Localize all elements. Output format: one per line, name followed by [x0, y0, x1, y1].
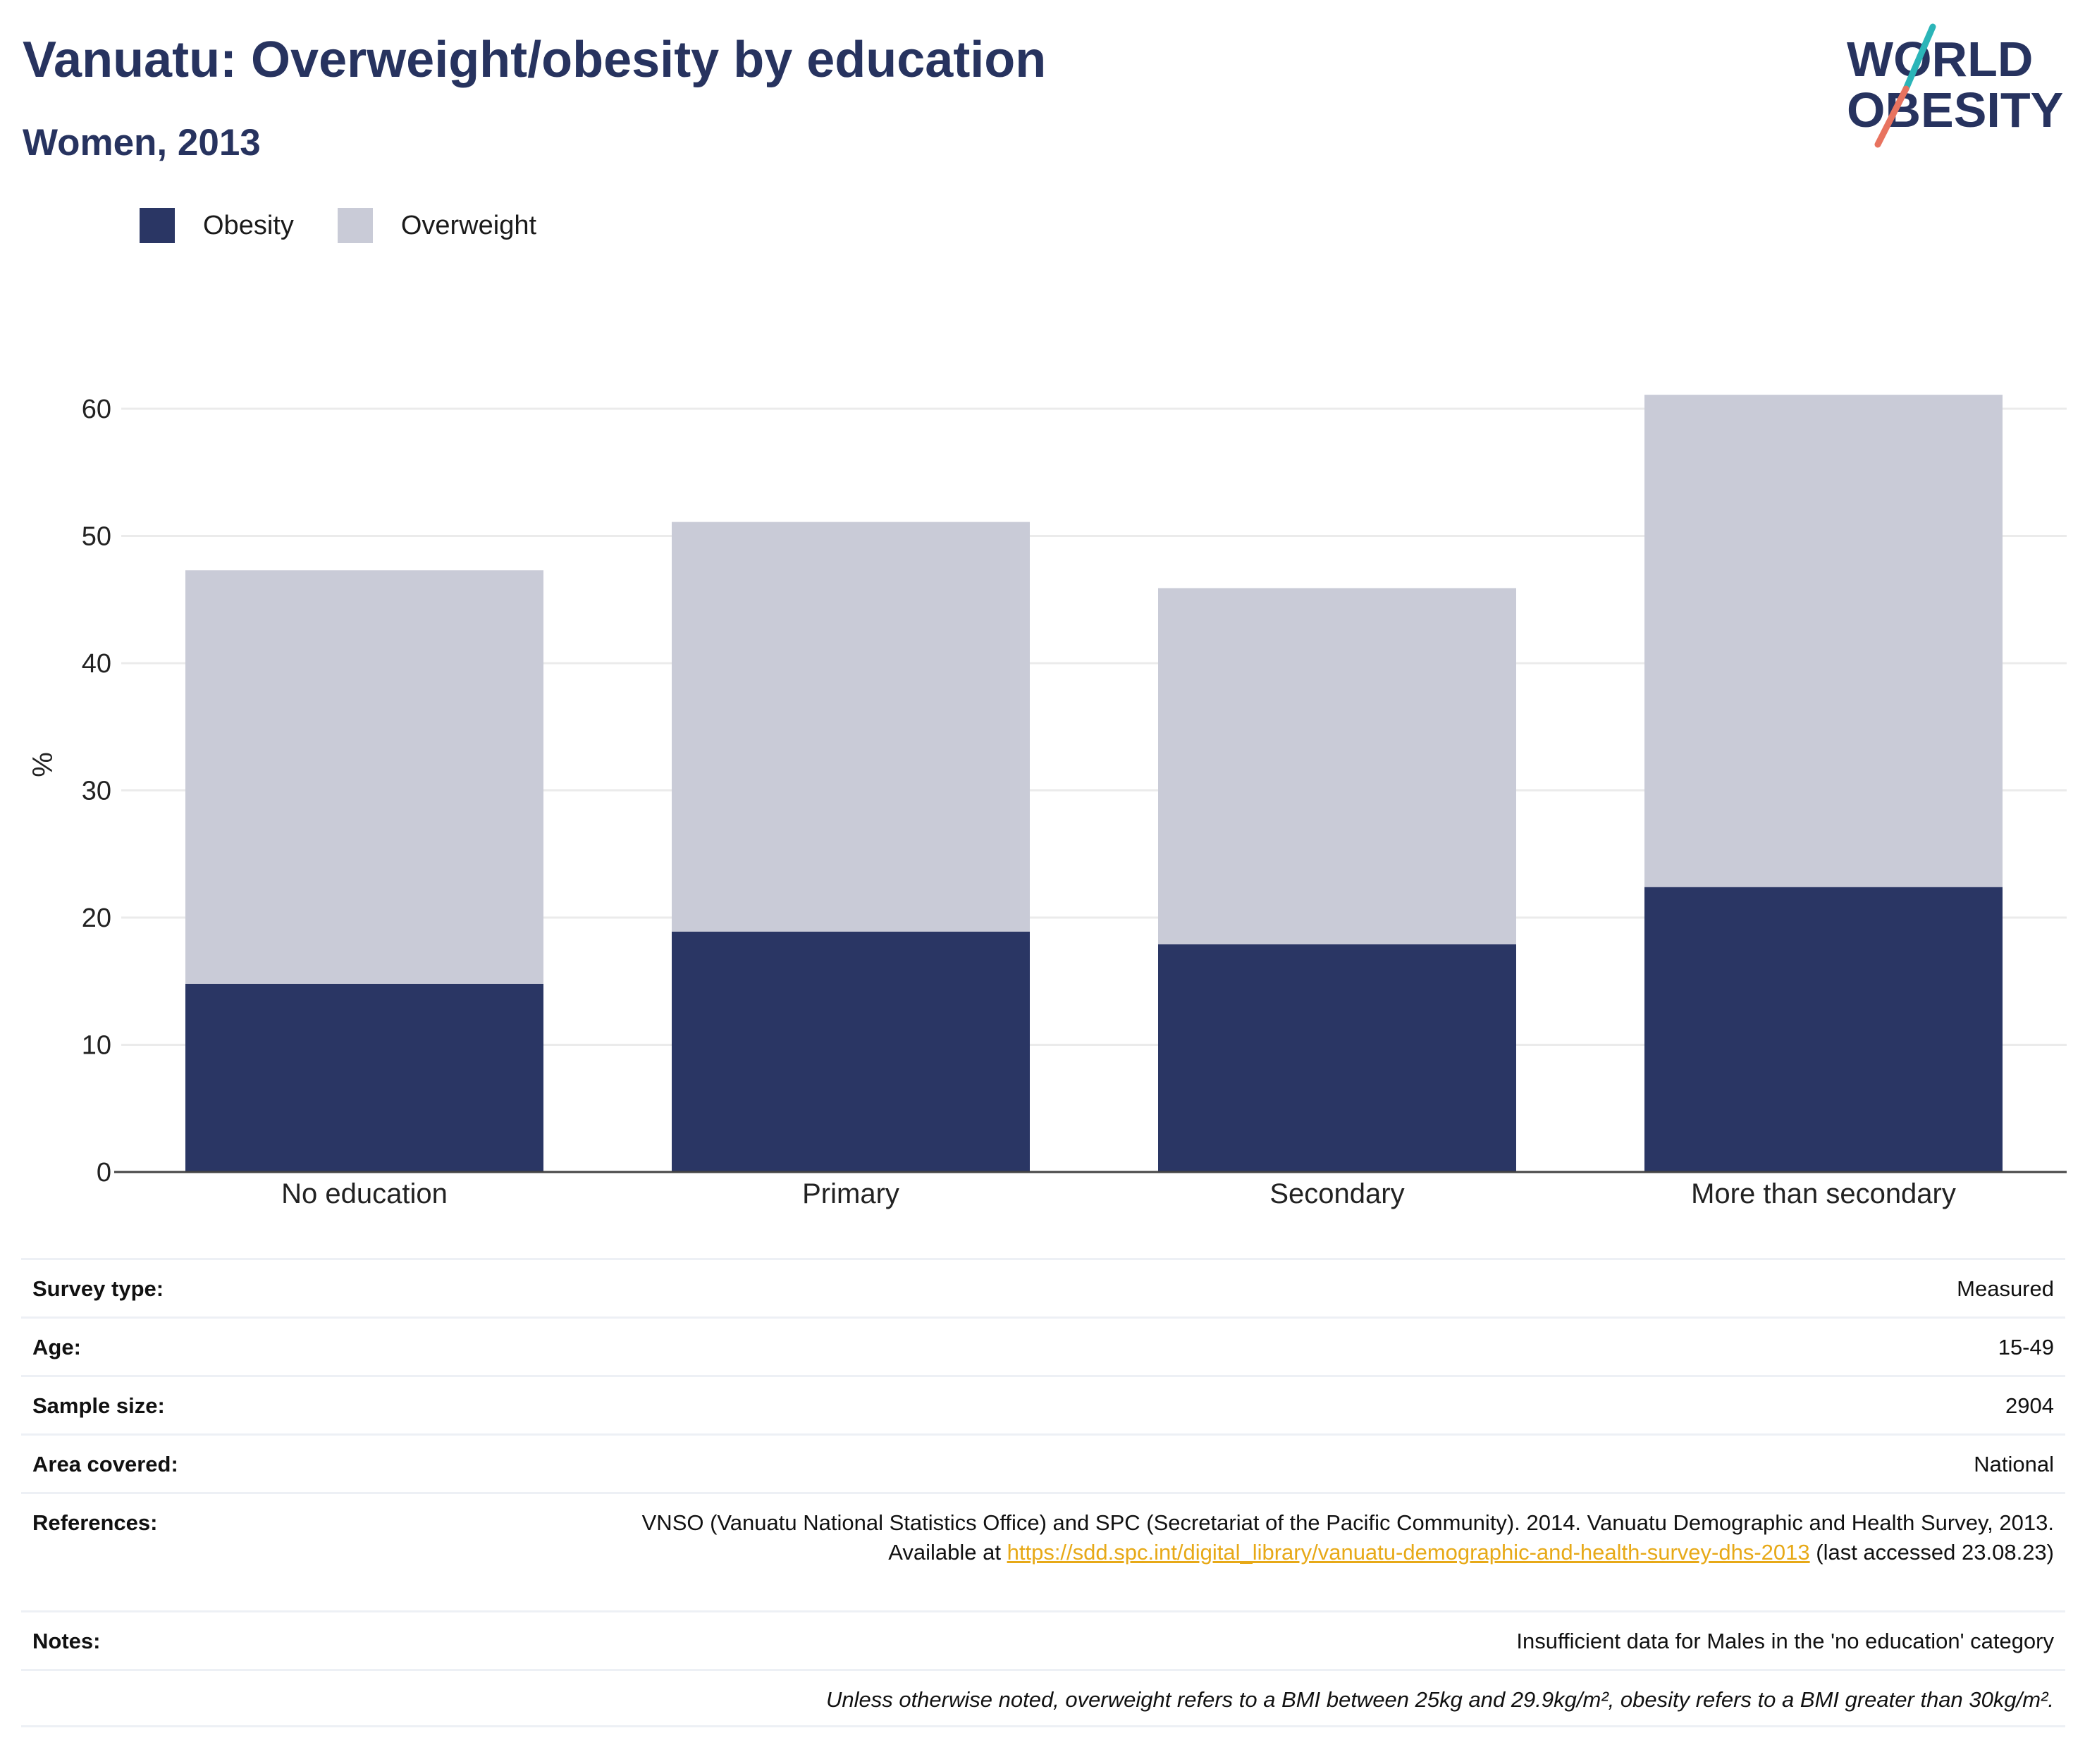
info-row-area-covered: Area covered: National [21, 1433, 2065, 1492]
info-value-notes: Insufficient data for Males in the 'no e… [1516, 1629, 2054, 1653]
info-row-survey-type: Survey type: Measured [21, 1258, 2065, 1316]
y-tick-label-60: 60 [82, 395, 111, 424]
reference-text: VNSO (Vanuatu National Statistics Office… [641, 1510, 2054, 1565]
x-tick-label-3: More than secondary [1691, 1178, 1956, 1209]
info-label-age: Age: [32, 1335, 81, 1359]
stacked-bar-chart: 0 10 20 30 40 50 60% No education Primary Seconda… [27, 395, 2067, 1209]
bar-overweight-1 [672, 522, 1030, 932]
info-value-age: 15-49 [1998, 1335, 2054, 1359]
y-tick-label-50: 50 [82, 522, 111, 552]
info-value-references: VNSO (Vanuatu National Statistics Office… [602, 1508, 2054, 1567]
y-tick-label-30: 30 [82, 777, 111, 806]
legend-label-obesity: Obesity [203, 210, 294, 240]
chart-legend: Obesity Overweight [140, 208, 580, 243]
legend-label-overweight: Overweight [400, 210, 537, 240]
chart-subtitle: Women, 2013 [23, 122, 261, 164]
x-tick-label-0: No education [281, 1178, 448, 1209]
y-tick-label-0: 0 [97, 1158, 111, 1188]
chart-title: Vanuatu: Overweight/obesity by education [23, 32, 1047, 88]
info-label-notes: Notes: [32, 1629, 101, 1653]
legend-item-obesity[interactable]: Obesity [140, 208, 294, 243]
reference-access-note: (last accessed 23.08.23) [1816, 1540, 2054, 1565]
info-label-area-covered: Area covered: [32, 1452, 178, 1476]
world-obesity-logo: WORLD OBESITY [1847, 23, 2063, 148]
x-tick-label-1: Primary [802, 1178, 899, 1209]
bar-obesity-0 [185, 983, 543, 1172]
info-value-sample-size: 2904 [2005, 1393, 2054, 1418]
y-tick-label-10: 10 [82, 1031, 111, 1061]
bmi-definition-footnote: Unless otherwise noted, overweight refer… [825, 1687, 2054, 1712]
y-tick-label-40: 40 [82, 649, 111, 679]
info-row-notes: Notes: Insufficient data for Males in th… [21, 1610, 2065, 1669]
info-label-references: References: [32, 1510, 158, 1535]
legend-item-overweight[interactable]: Overweight [337, 208, 537, 243]
bar-overweight-2 [1158, 588, 1516, 944]
reference-link[interactable]: https://sdd.spc.int/digital_library/vanu… [1007, 1540, 1810, 1565]
logo-line-1: WORLD [1847, 32, 2033, 87]
logo-slash-coral [1874, 85, 1909, 148]
legend-swatch-overweight [337, 208, 373, 243]
bar-overweight-0 [185, 570, 543, 984]
info-label-survey-type: Survey type: [32, 1276, 164, 1301]
bar-obesity-3 [1644, 887, 2003, 1172]
legend-swatch-obesity [140, 208, 175, 243]
bar-obesity-2 [1158, 944, 1516, 1172]
survey-info-table: Survey type: Measured Age: 15-49 Sample … [21, 1258, 2065, 1727]
bar-overweight-3 [1644, 395, 2003, 887]
x-tick-label-2: Secondary [1269, 1178, 1404, 1209]
y-tick-label-20: 20 [82, 903, 111, 933]
info-row-footnote: Unless otherwise noted, overweight refer… [21, 1669, 2065, 1727]
info-label-sample-size: Sample size: [32, 1393, 165, 1418]
info-row-references: References: VNSO (Vanuatu National Stati… [21, 1492, 2065, 1610]
info-row-sample-size: Sample size: 2904 [21, 1375, 2065, 1433]
y-axis-title: % [27, 752, 59, 777]
info-value-area-covered: National [1974, 1452, 2054, 1476]
info-value-survey-type: Measured [1957, 1276, 2054, 1301]
bar-obesity-1 [672, 931, 1030, 1172]
info-row-age: Age: 15-49 [21, 1316, 2065, 1375]
logo-slash-teal [1902, 23, 1936, 92]
